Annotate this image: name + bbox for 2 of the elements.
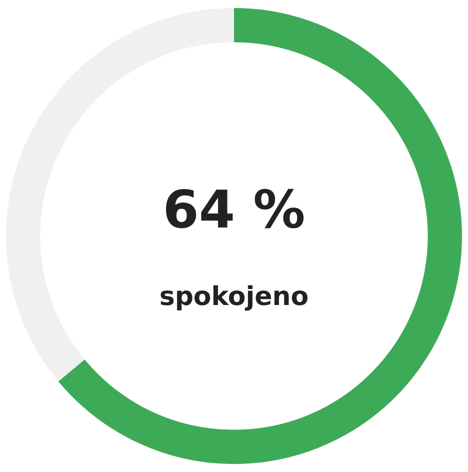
text: spokojeno bbox=[159, 282, 309, 312]
text: 64 % bbox=[162, 180, 306, 241]
